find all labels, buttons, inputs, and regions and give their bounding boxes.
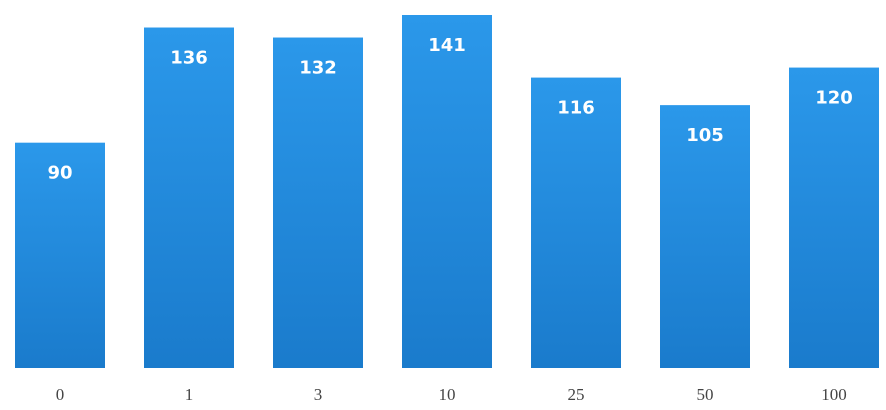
bar	[789, 67, 879, 369]
value-label: 120	[815, 88, 853, 109]
value-label: 90	[47, 163, 72, 184]
value-label: 141	[428, 35, 466, 56]
x-tick-label: 1	[185, 385, 194, 404]
bar	[402, 15, 492, 368]
x-tick-label: 25	[568, 385, 585, 404]
x-tick-label: 50	[697, 385, 714, 404]
bar	[273, 37, 363, 368]
x-tick-label: 10	[439, 385, 456, 404]
bar	[660, 105, 750, 369]
bar	[15, 142, 105, 368]
x-tick-label: 100	[821, 385, 847, 404]
x-tick-label: 0	[56, 385, 65, 404]
value-label: 116	[557, 98, 595, 119]
bar	[144, 27, 234, 368]
value-label: 132	[299, 58, 337, 79]
bar	[531, 77, 621, 368]
value-label: 136	[170, 48, 208, 69]
x-tick-label: 3	[314, 385, 323, 404]
value-label: 105	[686, 125, 724, 146]
